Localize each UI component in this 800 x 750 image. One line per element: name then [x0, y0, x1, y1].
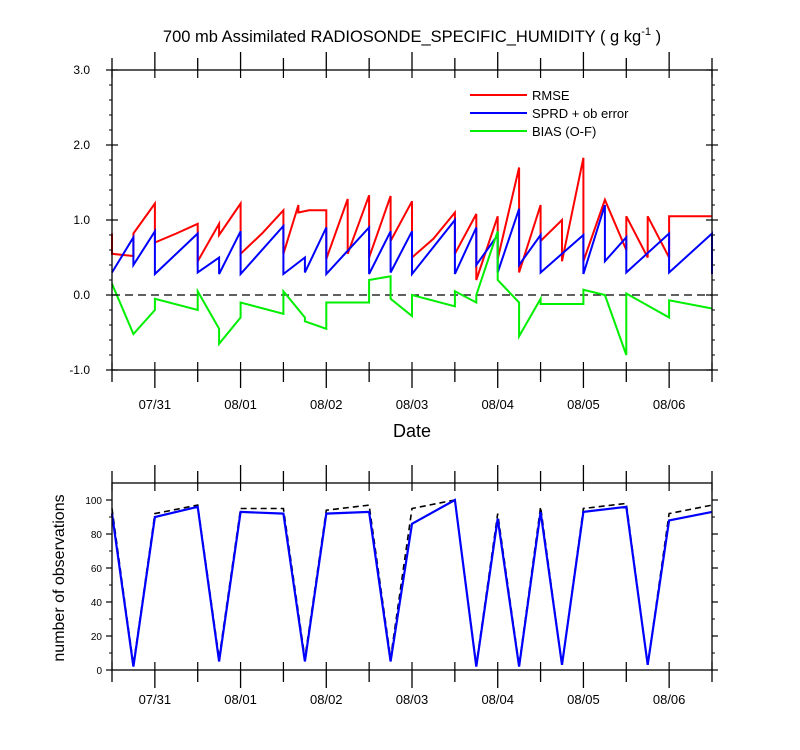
- chart-title: 700 mb Assimilated RADIOSONDE_SPECIFIC_H…: [163, 26, 661, 46]
- bottom-y-tick-label: 60: [91, 564, 103, 575]
- bottom-x-tick-label: 08/05: [567, 692, 600, 707]
- top-ticks: [106, 52, 718, 388]
- top-series: [111, 157, 713, 356]
- legend-label: BIAS (O-F): [532, 124, 596, 139]
- series-line-assimilated: [110, 498, 713, 667]
- top-x-tick-labels: 07/31 08/01 08/02 08/03 08/04 08/05 08/06: [139, 397, 686, 412]
- top-x-axis-label: Date: [393, 421, 431, 441]
- top-x-tick-label: 07/31: [139, 397, 172, 412]
- bottom-series: [110, 498, 713, 667]
- bottom-x-tick-label: 08/03: [396, 692, 429, 707]
- legend-label: SPRD + ob error: [532, 106, 629, 121]
- legend: RMSE SPRD + ob error BIAS (O-F): [470, 88, 629, 139]
- bottom-y-axis-label: number of observations: [51, 494, 68, 661]
- legend-label: RMSE: [532, 88, 570, 103]
- bottom-y-tick-label: 20: [91, 632, 103, 643]
- series-line-sprd: [111, 204, 713, 277]
- bottom-y-tick-label: 100: [85, 496, 102, 507]
- chart-title-main: 700 mb Assimilated RADIOSONDE_SPECIFIC_H…: [163, 28, 641, 46]
- top-x-tick-label: 08/04: [481, 397, 514, 412]
- top-x-tick-label: 08/03: [396, 397, 429, 412]
- top-y-tick-label: -1.0: [69, 363, 90, 377]
- bottom-y-tick-labels: 0 20 40 60 80 100: [85, 496, 102, 677]
- bottom-panel: 0 20 40 60 80 100 07/31 08/01 08/02 08/03 08/04 08…: [51, 465, 718, 707]
- series-line-possible: [111, 499, 713, 666]
- bottom-x-tick-label: 08/01: [224, 692, 257, 707]
- top-x-tick-label: 08/06: [653, 397, 686, 412]
- bottom-plot-frame: [111, 482, 713, 671]
- bottom-y-tick-label: 0: [96, 666, 102, 677]
- series-line-bias: [111, 230, 713, 356]
- bottom-ticks: [106, 465, 718, 688]
- top-x-tick-label: 08/02: [310, 397, 343, 412]
- chart-title-exponent: -1: [641, 26, 651, 38]
- bottom-y-tick-label: 80: [91, 530, 103, 541]
- bottom-y-tick-label: 40: [91, 598, 103, 609]
- top-y-tick-label: 2.0: [73, 138, 90, 152]
- bottom-x-tick-label: 07/31: [139, 692, 172, 707]
- bottom-x-tick-labels: 07/31 08/01 08/02 08/03 08/04 08/05 08/06: [139, 692, 686, 707]
- series-line-rmse: [111, 157, 712, 281]
- top-x-tick-label: 08/01: [224, 397, 257, 412]
- top-y-tick-label: 1.0: [73, 213, 90, 227]
- top-x-tick-label: 08/05: [567, 397, 600, 412]
- bottom-x-tick-label: 08/04: [481, 692, 514, 707]
- chart-title-suffix: ): [651, 28, 661, 46]
- top-y-tick-labels: -1.0 0.0 1.0 2.0 3.0: [69, 63, 90, 377]
- bottom-x-tick-label: 08/06: [653, 692, 686, 707]
- bottom-x-tick-label: 08/02: [310, 692, 343, 707]
- top-panel: -1.0 0.0 1.0 2.0 3.0 07/31 08/01 08/02 08/03 08/…: [69, 52, 718, 441]
- top-y-tick-label: 0.0: [73, 288, 90, 302]
- top-y-tick-label: 3.0: [73, 63, 90, 77]
